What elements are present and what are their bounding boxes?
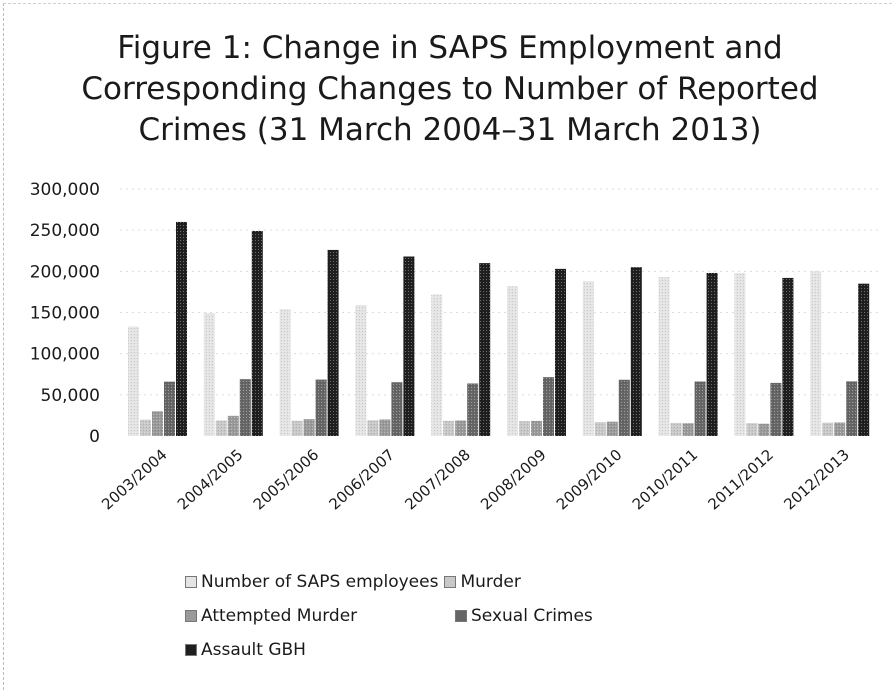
legend-label-sexual-crimes: Sexual Crimes <box>471 606 593 626</box>
bar-texture <box>367 420 379 436</box>
bar-texture <box>706 272 718 436</box>
bar-texture <box>782 277 794 436</box>
bar-texture <box>582 281 594 436</box>
bar-texture <box>379 419 391 436</box>
bar-texture <box>555 268 566 436</box>
bar-texture <box>315 379 327 436</box>
bar-texture <box>251 230 263 436</box>
bar-texture <box>618 379 630 436</box>
y-tick-label: 150,000 <box>30 304 100 324</box>
bar-texture <box>291 420 303 436</box>
y-tick-label: 50,000 <box>41 386 100 406</box>
x-tick-label: 2003/2004 <box>98 446 171 514</box>
bar-texture <box>467 383 479 436</box>
y-tick-label: 100,000 <box>30 345 100 365</box>
bar-texture <box>758 423 770 436</box>
y-tick-label: 250,000 <box>30 221 100 241</box>
legend-swatch-assault-gbh <box>185 644 197 656</box>
bar-texture <box>834 422 846 436</box>
bar-texture <box>543 377 554 436</box>
bar-texture <box>682 423 694 436</box>
bar-texture <box>846 381 858 436</box>
bar-texture <box>403 256 415 436</box>
bar-texture <box>431 294 443 436</box>
bar-texture <box>227 415 239 436</box>
legend-swatch-attempted-murder <box>185 610 197 622</box>
legend-item-sexual-crimes: Sexual Crimes <box>455 606 593 626</box>
legend-item-attempted-murder: Attempted Murder <box>185 606 357 626</box>
legend-item-murder: Murder <box>444 572 521 592</box>
bar-texture <box>746 423 758 436</box>
x-tick-label: 2009/2010 <box>553 446 626 514</box>
bar-texture <box>670 422 682 436</box>
y-tick-label: 200,000 <box>30 262 100 282</box>
x-tick-label: 2007/2008 <box>401 446 474 514</box>
legend-label-saps-employees: Number of SAPS employees <box>201 572 439 592</box>
x-tick-label: 2008/2009 <box>477 446 550 514</box>
legend-swatch-saps-employees <box>185 576 197 588</box>
legend-swatch-sexual-crimes <box>455 610 467 622</box>
y-tick-label: 0 <box>89 427 100 447</box>
bar-texture <box>164 381 175 436</box>
legend-label-assault-gbh: Assault GBH <box>201 640 306 660</box>
legend-row-3: Assault GBH <box>185 633 825 667</box>
bar-texture <box>594 422 606 436</box>
legend-label-murder: Murder <box>460 572 521 592</box>
legend-item-assault-gbh: Assault GBH <box>185 640 306 660</box>
x-axis-ticks: 2003/2004 2004/2005 2005/2006 2006/2007 2007… <box>98 446 853 514</box>
x-tick-label: 2006/2007 <box>326 446 399 514</box>
bar-texture <box>128 326 139 436</box>
legend-item-saps-employees: Number of SAPS employees <box>185 572 438 592</box>
x-tick-label: 2005/2006 <box>250 446 323 514</box>
bar-texture <box>303 419 315 436</box>
bar-texture <box>531 420 542 436</box>
bar-texture <box>176 221 187 436</box>
bar-texture <box>443 420 455 436</box>
x-tick-label: 2010/2011 <box>629 446 702 514</box>
legend-swatch-murder <box>444 576 457 588</box>
x-tick-label: 2012/2013 <box>780 446 853 514</box>
bar-texture <box>152 411 163 436</box>
bar-texture <box>658 277 670 436</box>
chart-title: Figure 1: Change in SAPS Employment and … <box>81 30 819 148</box>
bar-texture <box>327 249 339 436</box>
bar-texture <box>630 267 642 436</box>
legend-label-attempted-murder: Attempted Murder <box>201 606 358 626</box>
bar-texture <box>810 271 822 436</box>
x-tick-label: 2011/2012 <box>705 446 778 514</box>
legend-row-1: Number of SAPS employees Murder <box>185 565 825 599</box>
bar-texture <box>770 382 782 436</box>
bar-texture <box>391 382 403 436</box>
bar-texture <box>479 263 491 436</box>
bar-texture <box>455 420 467 436</box>
bar-texture <box>606 421 618 436</box>
bar-texture <box>507 286 518 436</box>
bar-texture <box>734 272 746 436</box>
y-tick-label: 300,000 <box>30 180 100 200</box>
bar-texture <box>203 313 215 436</box>
chart-frame <box>3 3 892 690</box>
legend-row-2: Attempted Murder Sexual Crimes <box>185 599 825 633</box>
x-tick-label: 2004/2005 <box>174 446 247 514</box>
y-axis-ticks: 0 50,000 100,000 150,000 200,000 250,000 300,0… <box>30 180 100 447</box>
bar-texture <box>279 309 291 436</box>
bar-texture <box>858 283 870 436</box>
legend: Number of SAPS employees Murder Attempte… <box>185 565 825 667</box>
bar-texture <box>215 420 227 436</box>
bar-texture <box>140 419 151 436</box>
bar-texture <box>239 379 251 436</box>
bar-texture <box>355 305 367 436</box>
bars <box>128 221 870 436</box>
bar-texture <box>822 422 834 436</box>
gridlines <box>120 188 878 396</box>
bar-texture <box>519 421 530 436</box>
bar-texture <box>694 381 706 436</box>
